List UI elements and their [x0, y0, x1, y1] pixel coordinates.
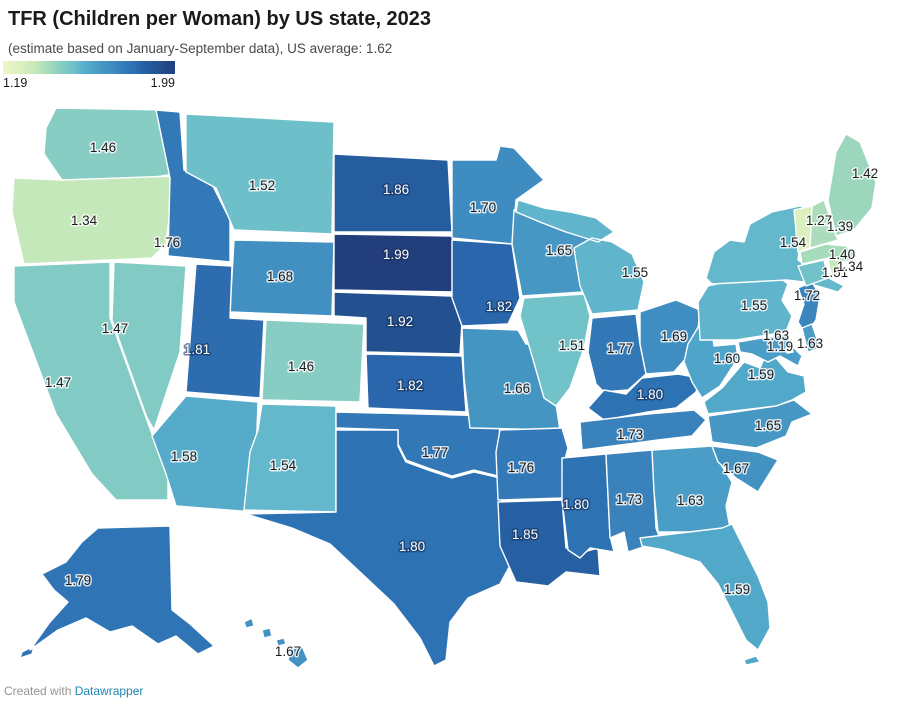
state-de[interactable] — [801, 323, 821, 353]
state-ks[interactable] — [365, 353, 467, 413]
color-legend: 1.19 1.99 — [3, 61, 175, 90]
state-mn[interactable] — [451, 145, 545, 245]
state-md[interactable] — [737, 333, 803, 367]
state-ut[interactable] — [185, 263, 265, 399]
state-wy[interactable] — [229, 239, 335, 317]
state-fl[interactable] — [639, 523, 771, 666]
state-va[interactable] — [703, 353, 807, 415]
state-me[interactable] — [827, 133, 877, 237]
legend-max-label: 1.99 — [150, 76, 175, 90]
state-tn[interactable] — [579, 409, 707, 451]
state-ia[interactable] — [451, 239, 521, 327]
state-co[interactable] — [261, 319, 365, 403]
state-hi[interactable] — [243, 617, 309, 669]
state-ca[interactable] — [13, 261, 169, 501]
chart-header: TFR (Children per Woman) by US state, 20… — [8, 8, 888, 56]
attribution-text: Created with — [4, 684, 75, 698]
attribution-footer: Created with Datawrapper — [4, 684, 143, 698]
state-ma[interactable] — [799, 243, 859, 265]
state-sd[interactable] — [333, 233, 459, 293]
legend-gradient-bar — [3, 61, 175, 74]
state-ct[interactable] — [797, 259, 829, 287]
state-nd[interactable] — [333, 153, 453, 233]
state-mi[interactable] — [515, 199, 645, 315]
state-vt[interactable] — [793, 205, 813, 253]
state-ak[interactable] — [19, 525, 215, 659]
state-la[interactable] — [497, 499, 601, 587]
state-az[interactable] — [151, 395, 259, 513]
state-nh[interactable] — [809, 199, 839, 249]
state-nm[interactable] — [243, 403, 337, 513]
chart-title: TFR (Children per Woman) by US state, 20… — [8, 8, 432, 30]
state-mt[interactable] — [185, 113, 335, 235]
state-in[interactable] — [587, 313, 647, 393]
state-sc[interactable] — [711, 445, 779, 493]
chart-subtitle: (estimate based on January-September dat… — [8, 41, 393, 56]
datawrapper-link[interactable]: Datawrapper — [74, 684, 144, 698]
state-tx[interactable] — [245, 429, 515, 667]
state-or[interactable] — [11, 175, 175, 265]
state-il[interactable] — [519, 293, 591, 407]
state-dc[interactable] — [785, 345, 794, 354]
state-wa[interactable] — [43, 107, 175, 181]
state-ar[interactable] — [495, 427, 569, 501]
legend-min-label: 1.19 — [3, 76, 28, 90]
state-nv[interactable] — [111, 261, 187, 431]
